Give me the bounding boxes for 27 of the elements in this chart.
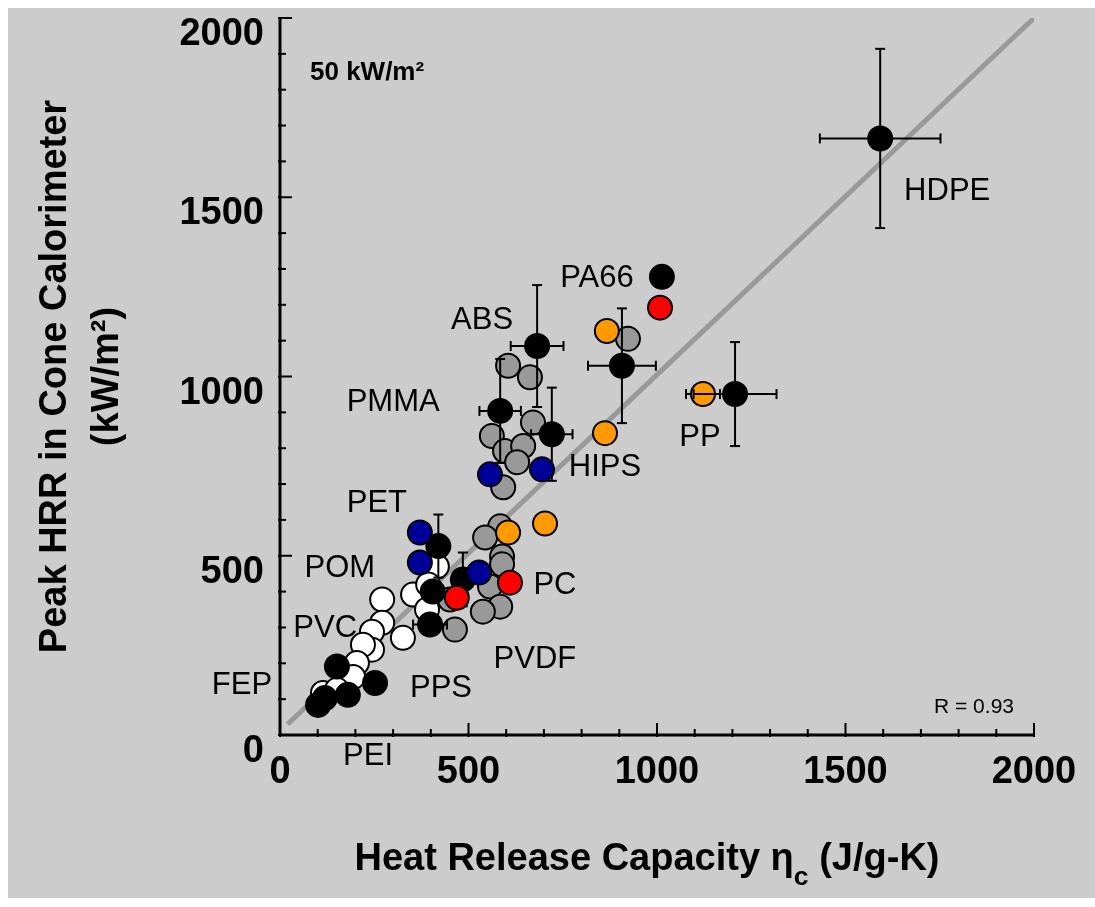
y-tick-label: 500 <box>200 548 264 591</box>
annotation: HIPS <box>568 447 642 483</box>
x-tick-label: 500 <box>436 749 501 791</box>
annotation: FEP <box>211 666 273 702</box>
x-axis-title: Heat Release Capacity η$_{c}$ (J/g-K) <box>354 836 940 891</box>
annotation: PMMA <box>346 383 440 419</box>
annotation: PPS <box>409 668 473 704</box>
y-tick-label: 2000 <box>179 11 264 53</box>
annotation: PP <box>679 417 721 453</box>
annotation: PVC <box>293 609 358 645</box>
annotation: POM <box>304 549 376 585</box>
annotation: PET <box>346 483 408 519</box>
x-tick-label: 1000 <box>614 749 700 791</box>
x-tick-label: 1500 <box>803 749 888 791</box>
annotation: PC <box>533 566 577 602</box>
annotation: HDPE <box>904 171 991 207</box>
annotation: 50 kW/m² <box>310 56 425 87</box>
x-tick-label: 2000 <box>991 749 1077 791</box>
annotation: PEI <box>343 737 394 773</box>
annotation: PVDF <box>493 640 577 676</box>
annotation: R = 0.93 <box>934 694 1014 718</box>
y-tick-label: 1500 <box>179 190 264 233</box>
x-tick-label: 0 <box>269 749 291 791</box>
annotation: PA66 <box>560 259 634 295</box>
y-tick-label: 1000 <box>179 369 264 412</box>
y-axis-title: Peak HRR in Cone Calorimeter (kW/m²) <box>32 99 126 654</box>
annotation: ABS <box>451 300 514 336</box>
